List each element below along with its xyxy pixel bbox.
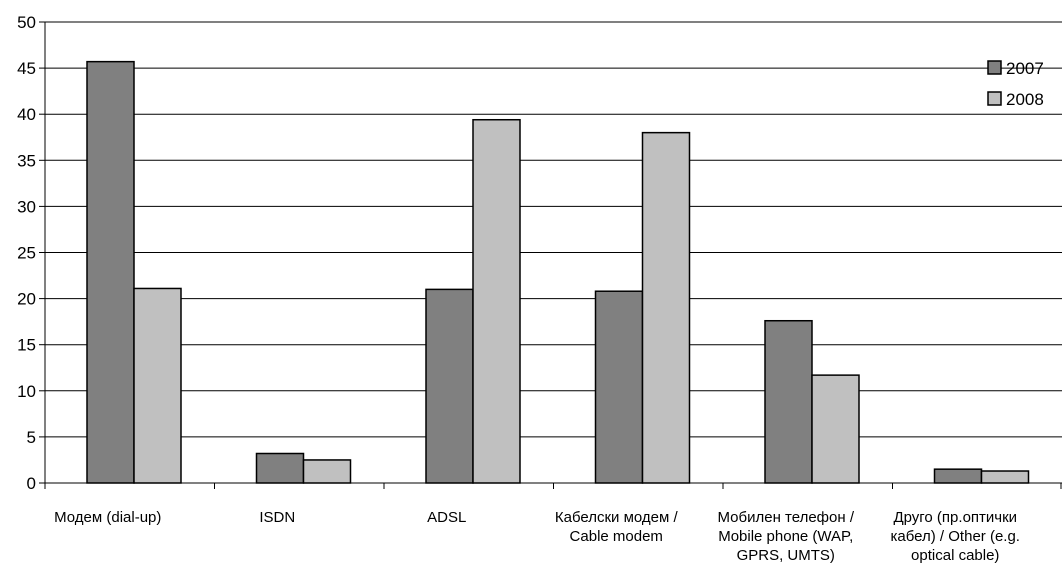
x-category-label-2-line-0: ADSL — [427, 509, 466, 526]
bar-2008-3 — [641, 131, 691, 484]
legend-label-2007: 2007 — [1006, 59, 1044, 78]
y-tick-label-35: 35 — [17, 151, 36, 170]
x-category-label-0-line-0: Модем (dial-up) — [54, 509, 161, 526]
bar-2007-4 — [764, 319, 813, 484]
x-category-label-4-line-0: Мобилен телефон / — [718, 509, 855, 526]
x-category-label-4-line-2: GPRS, UMTS) — [737, 547, 835, 564]
x-category-label-1-line-0: ISDN — [259, 509, 295, 526]
bar-2008-4 — [811, 374, 860, 484]
bar-2008-5 — [980, 470, 1030, 484]
x-category-label-3-line-0: Кабелски модем / — [555, 509, 679, 526]
legend-swatch-2008 — [987, 91, 1002, 106]
legend-label-2008: 2008 — [1006, 90, 1044, 109]
bar-2007-0 — [86, 60, 135, 484]
y-tick-label-25: 25 — [17, 244, 36, 263]
y-tick-label-45: 45 — [17, 59, 36, 78]
y-tick-label-0: 0 — [27, 474, 36, 493]
bar-2008-1 — [302, 459, 352, 484]
x-category-label-5-line-2: optical cable) — [911, 547, 999, 564]
legend-swatch-2007 — [987, 60, 1002, 75]
y-tick-label-5: 5 — [27, 428, 36, 447]
x-category-label-5-line-1: кабел) / Other (e.g. — [891, 528, 1020, 545]
bar-2007-1 — [255, 452, 305, 484]
y-tick-label-10: 10 — [17, 382, 36, 401]
bar-2007-5 — [933, 468, 983, 484]
bar-2008-2 — [472, 118, 521, 484]
x-category-label-4-line-1: Mobile phone (WAP, — [718, 528, 853, 545]
y-tick-label-30: 30 — [17, 197, 36, 216]
x-category-label-3-line-1: Cable modem — [570, 528, 663, 545]
bar-2007-3 — [594, 290, 644, 484]
x-category-label-5-line-0: Друго (пр.оптички — [893, 509, 1017, 526]
y-tick-label-50: 50 — [17, 13, 36, 32]
y-tick-label-15: 15 — [17, 336, 36, 355]
y-tick-label-40: 40 — [17, 105, 36, 124]
y-tick-label-20: 20 — [17, 290, 36, 309]
bar-2008-0 — [133, 287, 182, 484]
bar-2007-2 — [425, 288, 474, 484]
